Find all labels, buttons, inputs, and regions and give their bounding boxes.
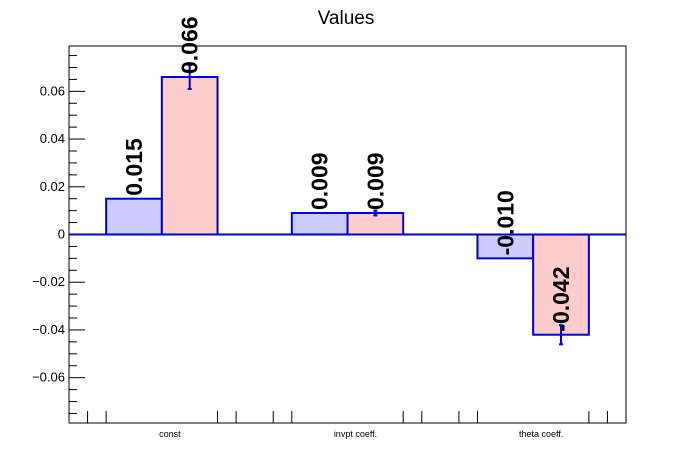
bar <box>290 212 349 236</box>
value-label: 0.009 <box>362 152 388 210</box>
y-tick-label: −0.04 <box>32 322 65 337</box>
bars <box>69 76 626 336</box>
bar <box>105 197 163 236</box>
y-axis: −0.06 −0.04 −0.02 0 0.02 0.04 0.06 <box>32 55 85 414</box>
y-tick-label: −0.02 <box>32 274 65 289</box>
value-labels: 0.015 0.009 -0.010 0.066 0.009 -0.042 <box>121 16 574 331</box>
value-label: -0.010 <box>492 190 518 255</box>
y-tick-label: 0.06 <box>40 83 65 98</box>
value-label: 0.015 <box>121 138 147 196</box>
y-tick-label: −0.06 <box>32 370 65 385</box>
value-label: 0.066 <box>177 16 203 74</box>
y-tick-label: 0.04 <box>40 131 65 146</box>
x-tick-label: const <box>159 429 181 439</box>
error-bars <box>187 64 564 346</box>
bar <box>160 76 219 236</box>
y-tick-label: 0 <box>58 227 65 242</box>
x-tick-label: invpt coeff. <box>334 429 377 439</box>
plot-frame <box>68 45 627 424</box>
chart-title: Values <box>318 8 375 29</box>
x-tick-label: theta coeff. <box>519 429 563 439</box>
x-axis: const invpt coeff. theta coeff. <box>87 411 608 439</box>
value-label: 0.009 <box>307 152 333 210</box>
value-label: -0.042 <box>548 266 574 331</box>
y-tick-label: 0.02 <box>40 179 65 194</box>
